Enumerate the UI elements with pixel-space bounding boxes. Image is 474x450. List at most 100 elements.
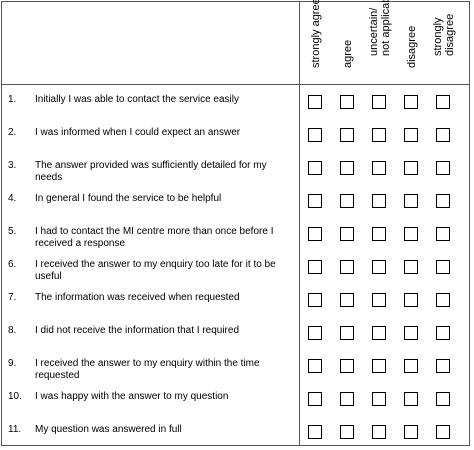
answer-checkbox[interactable]: [308, 326, 322, 340]
question-number: 10.: [8, 391, 22, 402]
question-row: 11. My question was answered in full: [2, 415, 300, 448]
answer-checkbox[interactable]: [308, 293, 322, 307]
answer-checkbox[interactable]: [404, 392, 418, 406]
column-header-label: uncertain/not applicable: [368, 0, 392, 56]
column-header-3: uncertain/not applicable: [364, 0, 396, 84]
question-number: 6.: [8, 259, 17, 270]
answer-checkbox[interactable]: [404, 194, 418, 208]
survey-header: [2, 2, 469, 85]
answer-checkbox[interactable]: [340, 194, 354, 208]
answer-checkbox[interactable]: [436, 326, 450, 340]
question-number: 2.: [8, 127, 17, 138]
answer-checkbox[interactable]: [404, 227, 418, 241]
question-number: 11.: [8, 424, 22, 435]
question-text: My question was answered in full: [35, 424, 182, 435]
answer-checkbox[interactable]: [340, 425, 354, 439]
answer-checkbox[interactable]: [308, 425, 322, 439]
answer-checkbox[interactable]: [372, 359, 386, 373]
answer-checkbox[interactable]: [436, 161, 450, 175]
question-row: 6. I received the answer to my enquiry to…: [2, 250, 300, 283]
answer-checkbox[interactable]: [372, 293, 386, 307]
question-row: 4. In general I found the service to be h…: [2, 184, 300, 217]
answer-checkbox[interactable]: [308, 359, 322, 373]
answer-checkbox[interactable]: [436, 293, 450, 307]
answer-checkbox[interactable]: [436, 227, 450, 241]
question-row: 8. I did not receive the information that…: [2, 316, 300, 349]
answer-checkbox[interactable]: [372, 161, 386, 175]
answer-checkbox[interactable]: [308, 194, 322, 208]
answer-checkbox[interactable]: [404, 293, 418, 307]
answer-checkbox[interactable]: [340, 359, 354, 373]
answer-checkbox[interactable]: [404, 326, 418, 340]
answer-checkbox[interactable]: [436, 128, 450, 142]
question-text: I did not receive the information that I…: [35, 325, 240, 336]
answer-checkbox[interactable]: [308, 260, 322, 274]
column-header-label: disagree: [406, 25, 418, 68]
answer-checkbox[interactable]: [372, 194, 386, 208]
question-row: 2. I was informed when I could expect an …: [2, 118, 300, 151]
question-row: 9. I received the answer to my enquiry wi…: [2, 349, 300, 382]
answer-checkbox[interactable]: [436, 194, 450, 208]
column-header-1: strongly agree: [300, 0, 332, 84]
question-text: I received the answer to my enquiry too …: [35, 259, 276, 282]
question-number: 8.: [8, 325, 17, 336]
column-header-label: strongly agree: [310, 0, 322, 68]
answer-checkbox[interactable]: [372, 326, 386, 340]
question-text: I received the answer to my enquiry with…: [35, 358, 260, 381]
question-text: I was happy with the answer to my questi…: [35, 391, 229, 402]
answer-checkbox[interactable]: [340, 95, 354, 109]
answer-checkbox[interactable]: [340, 293, 354, 307]
answer-checkbox[interactable]: [372, 260, 386, 274]
question-number: 5.: [8, 226, 17, 237]
question-number: 4.: [8, 193, 17, 204]
answer-checkbox[interactable]: [308, 128, 322, 142]
question-text: The answer provided was sufficiently det…: [35, 160, 267, 183]
answer-checkbox[interactable]: [308, 161, 322, 175]
answer-checkbox[interactable]: [308, 392, 322, 406]
answer-checkbox[interactable]: [436, 425, 450, 439]
question-number: 7.: [8, 292, 17, 303]
answer-checkbox[interactable]: [340, 161, 354, 175]
answer-checkbox[interactable]: [372, 425, 386, 439]
question-text: Initially I was able to contact the serv…: [35, 94, 239, 105]
answer-checkbox[interactable]: [372, 95, 386, 109]
answer-checkbox[interactable]: [404, 260, 418, 274]
column-header-label: strongly disagree: [432, 13, 456, 56]
answer-checkbox[interactable]: [340, 227, 354, 241]
answer-checkbox[interactable]: [436, 392, 450, 406]
answer-checkbox[interactable]: [340, 128, 354, 142]
answer-checkbox[interactable]: [436, 260, 450, 274]
question-row: 5. I had to contact the MI centre more th…: [2, 217, 300, 250]
answer-checkbox[interactable]: [372, 227, 386, 241]
answer-checkbox[interactable]: [436, 359, 450, 373]
question-row: 10. I was happy with the answer to my que…: [2, 382, 300, 415]
answer-checkbox[interactable]: [404, 128, 418, 142]
question-text: The information was received when reques…: [35, 292, 240, 303]
question-row: 1. Initially I was able to contact the se…: [2, 85, 300, 118]
answer-checkbox[interactable]: [308, 227, 322, 241]
column-header-2: agree: [332, 2, 364, 84]
question-text: I had to contact the MI centre more than…: [35, 226, 274, 249]
question-row: 3. The answer provided was sufficiently d…: [2, 151, 300, 184]
answer-checkbox[interactable]: [404, 95, 418, 109]
question-number: 1.: [8, 94, 17, 105]
answer-checkbox[interactable]: [340, 392, 354, 406]
question-number: 9.: [8, 358, 17, 369]
answer-checkbox[interactable]: [404, 425, 418, 439]
answer-area-divider: [299, 2, 300, 445]
question-number: 3.: [8, 160, 17, 171]
answer-checkbox[interactable]: [372, 392, 386, 406]
answer-checkbox[interactable]: [340, 260, 354, 274]
question-text: In general I found the service to be hel…: [35, 193, 222, 204]
question-text: I was informed when I could expect an an…: [35, 127, 241, 138]
column-header-label: agree: [342, 39, 354, 68]
answer-checkbox[interactable]: [436, 95, 450, 109]
answer-checkbox[interactable]: [404, 161, 418, 175]
question-row: 7. The information was received when requ…: [2, 283, 300, 316]
column-header-4: disagree: [396, 2, 428, 84]
answer-checkbox[interactable]: [340, 326, 354, 340]
answer-checkbox[interactable]: [372, 128, 386, 142]
answer-checkbox[interactable]: [308, 95, 322, 109]
answer-checkbox[interactable]: [404, 359, 418, 373]
